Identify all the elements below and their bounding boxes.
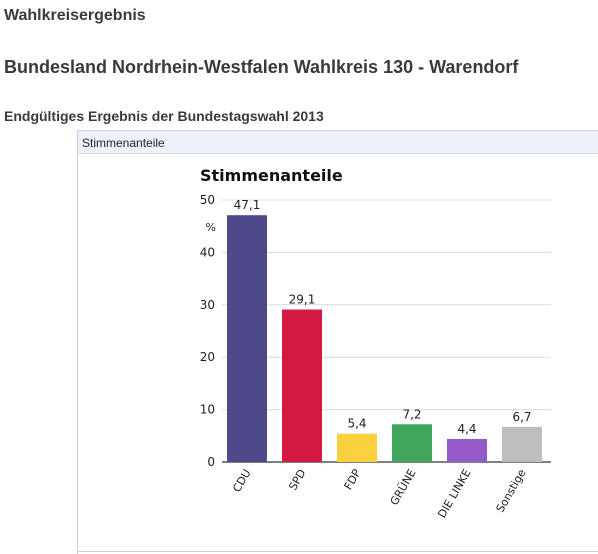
bar-value-label: 6,7 — [512, 410, 531, 424]
y-axis-unit-label: % — [206, 221, 216, 234]
page-title: Wahlkreisergebnis — [4, 7, 146, 24]
bar-value-label: 4,4 — [457, 422, 476, 436]
bar-grüne — [392, 424, 432, 462]
bar-value-label: 7,2 — [402, 407, 421, 421]
bar-fdp — [337, 433, 377, 462]
bar-spd — [282, 309, 322, 462]
bar-value-label: 47,1 — [234, 198, 261, 212]
category-label: GRÜNE — [388, 467, 419, 508]
bar-value-label: 29,1 — [289, 293, 316, 307]
y-tick-label: 20 — [200, 350, 215, 364]
category-label: SPD — [286, 467, 308, 493]
panel-divider — [78, 551, 598, 552]
category-label: Sonstige — [494, 467, 529, 515]
category-label: DIE LINKE — [435, 467, 473, 520]
bar-value-label: 5,4 — [347, 417, 366, 431]
chart-title: Stimmenanteile — [200, 166, 343, 185]
y-tick-label: 50 — [200, 193, 215, 207]
chart-panel: Stimmenanteile — [77, 130, 598, 554]
category-label: FDP — [342, 467, 364, 492]
panel-header: Stimmenanteile — [78, 130, 598, 154]
y-tick-label: 30 — [200, 298, 215, 312]
y-tick-label: 40 — [200, 245, 215, 259]
district-title: Bundesland Nordrhein-Westfalen Wahlkreis… — [4, 57, 519, 77]
bar-sonstige — [502, 426, 542, 462]
category-label: CDU — [230, 467, 253, 494]
bar-die-linke — [447, 438, 487, 462]
election-title: Endgültiges Ergebnis der Bundestagswahl … — [4, 108, 324, 124]
y-tick-label: 10 — [200, 403, 215, 417]
y-tick-label: 0 — [207, 455, 215, 469]
bar-cdu — [227, 215, 267, 462]
